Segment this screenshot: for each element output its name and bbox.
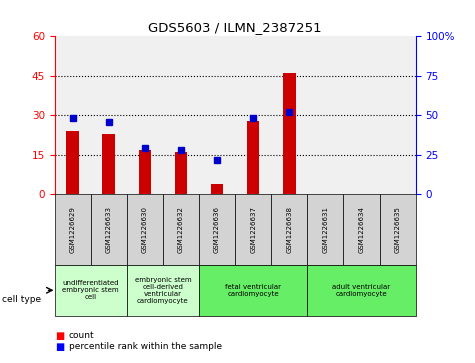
Text: adult ventricular
cardiomyocyte: adult ventricular cardiomyocyte [332,284,390,297]
Text: percentile rank within the sample: percentile rank within the sample [69,342,222,351]
Text: GSM1226629: GSM1226629 [70,206,76,253]
Bar [127,194,163,265]
Text: GSM1226636: GSM1226636 [214,206,220,253]
Bar [271,194,307,265]
Text: cell type: cell type [2,295,41,304]
Text: undifferentiated
embryonic stem
cell: undifferentiated embryonic stem cell [62,280,119,300]
Bar [163,194,199,265]
Text: GSM1226632: GSM1226632 [178,206,184,253]
Bar [139,150,151,194]
Text: fetal ventricular
cardiomyocyte: fetal ventricular cardiomyocyte [225,284,281,297]
Bar [247,121,259,194]
Bar [91,194,127,265]
Text: GSM1226638: GSM1226638 [286,206,292,253]
Text: ■: ■ [55,342,64,352]
Text: GSM1226635: GSM1226635 [395,206,400,253]
Bar [55,265,127,316]
Bar [307,194,343,265]
Title: GDS5603 / ILMN_2387251: GDS5603 / ILMN_2387251 [148,21,322,34]
Bar [127,265,199,316]
Bar [235,194,271,265]
Text: count: count [69,331,95,340]
Bar [380,194,416,265]
Bar [283,73,295,194]
Text: GSM1226631: GSM1226631 [323,206,328,253]
Text: GSM1226634: GSM1226634 [359,206,364,253]
Text: GSM1226633: GSM1226633 [106,206,112,253]
Bar [103,134,115,194]
Bar [199,194,235,265]
Bar [211,184,223,194]
Bar [66,131,79,194]
Bar [307,265,416,316]
Bar [55,194,91,265]
Bar [199,265,307,316]
Text: GSM1226637: GSM1226637 [250,206,256,253]
Bar [175,152,187,194]
Bar [343,194,380,265]
Text: GSM1226630: GSM1226630 [142,206,148,253]
Text: ■: ■ [55,331,64,341]
Text: embryonic stem
cell-derived
ventricular
cardiomyocyte: embryonic stem cell-derived ventricular … [134,277,191,304]
